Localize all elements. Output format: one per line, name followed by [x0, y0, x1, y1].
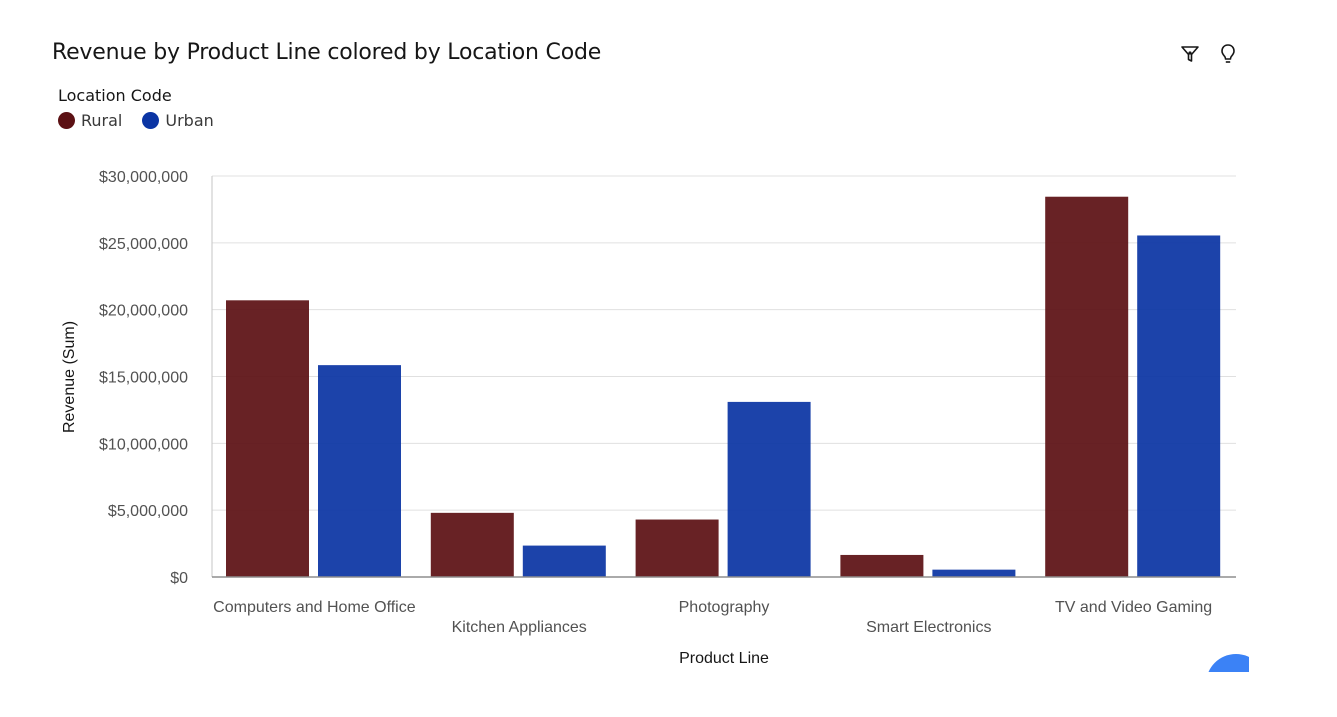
bar-rural[interactable]: [840, 554, 924, 577]
filter-icon[interactable]: [1178, 42, 1202, 66]
y-tick-label: $0: [170, 570, 188, 587]
legend-swatch-urban: [142, 112, 160, 129]
y-tick-label: $30,000,000: [99, 169, 188, 186]
chart-toolbar: [1178, 42, 1240, 66]
bar-rural[interactable]: [430, 512, 514, 577]
x-axis-title: Product Line: [679, 650, 769, 667]
legend-item-rural[interactable]: Rural: [58, 111, 122, 130]
axes: $0 $5,000,000 $10,000,000 $15,000,000 $20,00…: [99, 169, 1236, 636]
y-tick-label: $20,000,000: [99, 303, 188, 320]
y-tick-label: $5,000,000: [108, 503, 188, 520]
bar-urban[interactable]: [1137, 235, 1221, 577]
x-tick-label: TV and Video Gaming: [1055, 599, 1212, 616]
bar-rural[interactable]: [1045, 196, 1129, 578]
x-tick-label: Photography: [679, 599, 770, 616]
y-tick-label: $15,000,000: [99, 370, 188, 387]
chart-title: Revenue by Product Line colored by Locat…: [52, 40, 602, 65]
legend-item-urban[interactable]: Urban: [142, 111, 214, 130]
x-tick-label: Kitchen Appliances: [452, 619, 587, 636]
legend-title: Location Code: [58, 86, 172, 105]
lightbulb-icon[interactable]: [1216, 42, 1240, 66]
bar-rural[interactable]: [635, 519, 719, 577]
bar-urban[interactable]: [727, 401, 811, 577]
bar-urban[interactable]: [522, 545, 606, 577]
y-tick-label: $10,000,000: [99, 436, 188, 453]
bar-rural[interactable]: [226, 300, 309, 577]
y-tick-label: $25,000,000: [99, 236, 188, 253]
legend: Location Code Rural Urban: [58, 86, 214, 130]
y-axis-title: Revenue (Sum): [61, 321, 78, 433]
legend-label-urban: Urban: [165, 111, 214, 130]
assistant-bubble[interactable]: [1206, 654, 1249, 672]
bar-urban[interactable]: [932, 569, 1016, 577]
x-tick-label: Computers and Home Office: [213, 599, 416, 616]
bar-urban[interactable]: [318, 365, 401, 577]
legend-swatch-rural: [58, 112, 75, 129]
x-tick-label: Smart Electronics: [866, 619, 991, 636]
bars: [226, 196, 1221, 578]
legend-label-rural: Rural: [81, 111, 123, 130]
